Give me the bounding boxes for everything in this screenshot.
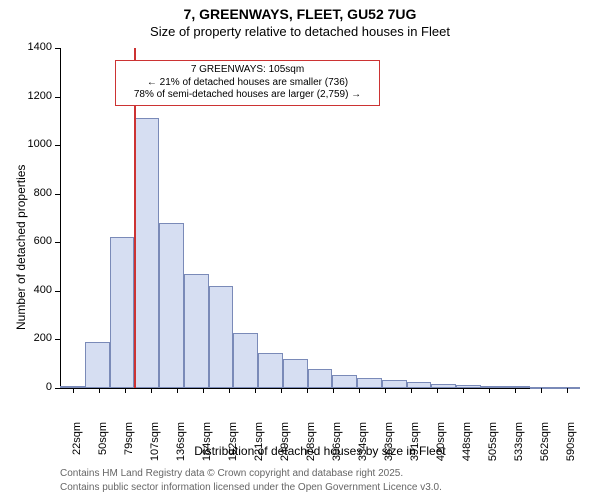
- x-tick-label: 533sqm: [513, 422, 525, 470]
- x-axis-line: [60, 388, 580, 389]
- footer-line-2: Contains public sector information licen…: [60, 482, 442, 493]
- histogram-bar: [506, 386, 531, 388]
- x-tick-label: 79sqm: [123, 422, 135, 470]
- y-tick: [55, 339, 60, 340]
- x-tick-label: 164sqm: [201, 422, 213, 470]
- x-tick: [203, 388, 204, 393]
- y-tick-label: 400: [18, 284, 52, 296]
- x-tick: [411, 388, 412, 393]
- y-tick-label: 1200: [18, 90, 52, 102]
- x-tick: [567, 388, 568, 393]
- x-tick: [515, 388, 516, 393]
- x-tick-label: 306sqm: [331, 422, 343, 470]
- x-tick-label: 391sqm: [409, 422, 421, 470]
- x-tick: [541, 388, 542, 393]
- y-tick: [55, 388, 60, 389]
- x-tick: [463, 388, 464, 393]
- annotation-line-1: 7 GREENWAYS: 105sqm: [122, 64, 373, 77]
- y-tick: [55, 97, 60, 98]
- histogram-bar: [209, 286, 234, 388]
- y-tick: [55, 291, 60, 292]
- x-tick-label: 22sqm: [71, 422, 83, 470]
- x-tick: [437, 388, 438, 393]
- x-tick-label: 590sqm: [565, 422, 577, 470]
- x-tick: [125, 388, 126, 393]
- x-tick: [333, 388, 334, 393]
- histogram-bar: [481, 386, 506, 388]
- y-tick-label: 0: [18, 381, 52, 393]
- histogram-bar: [134, 118, 159, 388]
- histogram-bar: [382, 380, 407, 388]
- x-tick-label: 278sqm: [305, 422, 317, 470]
- x-tick: [385, 388, 386, 393]
- x-tick-label: 420sqm: [435, 422, 447, 470]
- chart-title-sub: Size of property relative to detached ho…: [0, 24, 600, 39]
- x-tick: [99, 388, 100, 393]
- x-tick-label: 221sqm: [253, 422, 265, 470]
- x-tick: [73, 388, 74, 393]
- x-tick: [151, 388, 152, 393]
- y-tick: [55, 242, 60, 243]
- histogram-bar: [85, 342, 110, 388]
- histogram-bar: [184, 274, 209, 388]
- histogram-bar: [332, 375, 357, 388]
- chart-container: 7, GREENWAYS, FLEET, GU52 7UG Size of pr…: [0, 0, 600, 500]
- x-tick-label: 136sqm: [175, 422, 187, 470]
- x-tick-label: 363sqm: [383, 422, 395, 470]
- x-tick: [255, 388, 256, 393]
- histogram-bar: [357, 378, 382, 388]
- annotation-line-2: ← 21% of detached houses are smaller (73…: [122, 77, 373, 90]
- x-tick-label: 505sqm: [487, 422, 499, 470]
- y-tick-label: 1400: [18, 41, 52, 53]
- y-tick: [55, 194, 60, 195]
- x-tick: [489, 388, 490, 393]
- annotation-box: 7 GREENWAYS: 105sqm ← 21% of detached ho…: [115, 60, 380, 106]
- histogram-bar: [308, 369, 333, 388]
- x-axis-label: Distribution of detached houses by size …: [60, 444, 580, 458]
- histogram-bar: [530, 387, 555, 389]
- x-tick-label: 107sqm: [149, 422, 161, 470]
- x-tick: [281, 388, 282, 393]
- histogram-bar: [456, 385, 481, 388]
- histogram-bar: [159, 223, 184, 388]
- annotation-line-3: 78% of semi-detached houses are larger (…: [122, 89, 373, 102]
- y-tick-label: 600: [18, 235, 52, 247]
- histogram-bar: [431, 384, 456, 388]
- y-tick-label: 200: [18, 332, 52, 344]
- histogram-bar: [110, 237, 135, 388]
- histogram-bar: [283, 359, 308, 388]
- y-tick: [55, 145, 60, 146]
- y-tick: [55, 48, 60, 49]
- x-tick-label: 192sqm: [227, 422, 239, 470]
- x-tick-label: 249sqm: [279, 422, 291, 470]
- histogram-bar: [233, 333, 258, 388]
- chart-title-main: 7, GREENWAYS, FLEET, GU52 7UG: [0, 6, 600, 22]
- x-tick-label: 334sqm: [357, 422, 369, 470]
- x-tick-label: 50sqm: [97, 422, 109, 470]
- x-tick: [359, 388, 360, 393]
- y-tick-label: 1000: [18, 138, 52, 150]
- x-tick: [229, 388, 230, 393]
- x-tick: [177, 388, 178, 393]
- y-tick-label: 800: [18, 187, 52, 199]
- y-axis-line: [60, 48, 61, 388]
- x-tick-label: 562sqm: [539, 422, 551, 470]
- x-tick-label: 448sqm: [461, 422, 473, 470]
- x-tick: [307, 388, 308, 393]
- histogram-bar: [258, 353, 283, 388]
